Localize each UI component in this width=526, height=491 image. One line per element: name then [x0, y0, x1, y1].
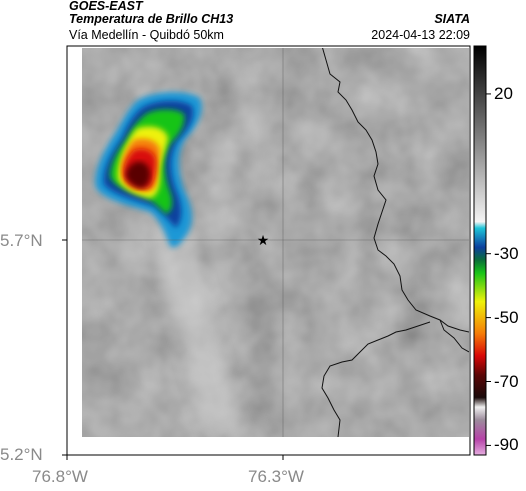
department-boundary-south: [321, 321, 431, 437]
department-boundary: [322, 48, 469, 333]
star-icon: ★: [257, 233, 270, 249]
satellite-imagery: [82, 48, 469, 437]
colorbar-tick-label: -50: [494, 307, 519, 327]
latitude-label: 5.2°N: [0, 445, 43, 464]
datetime-label: 2024-04-13 22:09: [371, 28, 470, 42]
longitude-label: 76.8°W: [32, 467, 88, 486]
route-subtitle: Vía Medellín - Quibdó 50km: [69, 28, 224, 42]
colorbar-tick-label: -70: [494, 371, 519, 391]
longitude-label: 76.3°W: [248, 467, 304, 486]
department-boundary-branch: [439, 319, 469, 353]
colorbar-tick-label: -30: [494, 243, 519, 263]
organization-label: SIATA: [434, 12, 470, 26]
product-title: Temperatura de Brillo CH13: [69, 12, 234, 26]
satellite-title: GOES-EAST: [69, 0, 143, 13]
latitude-label: 5.7°N: [0, 231, 43, 250]
colorbar-tick-label: -90: [494, 435, 519, 455]
colorbar-tick-label: 20: [494, 83, 513, 103]
colorbar: [473, 45, 491, 456]
convective-cloud: [95, 92, 202, 248]
